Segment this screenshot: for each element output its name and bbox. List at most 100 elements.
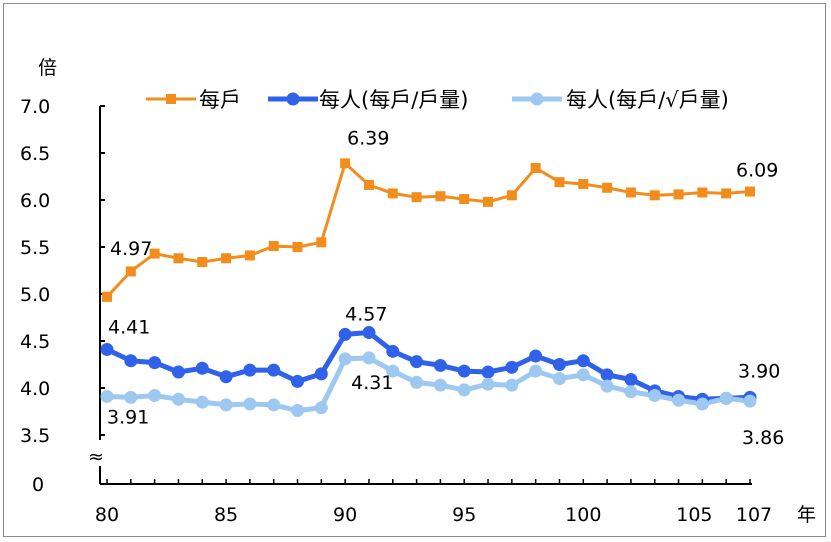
data-label: 4.57: [345, 303, 387, 325]
data-label: 6.09: [736, 160, 778, 182]
data-point-square: [483, 196, 494, 207]
data-point-square: [435, 191, 446, 202]
data-point-square: [673, 189, 684, 200]
data-point-circle: [124, 354, 138, 368]
y-tick-label: 6.0: [20, 190, 50, 212]
data-point-circle: [291, 374, 305, 388]
y-tick-label: 5.0: [20, 284, 50, 306]
data-point-square: [316, 237, 327, 248]
data-point-circle: [600, 368, 614, 382]
data-point-square: [197, 257, 208, 268]
y-axis-label: 倍: [38, 57, 57, 79]
data-point-circle: [600, 379, 614, 393]
data-point-circle: [362, 326, 376, 340]
data-point-square: [102, 291, 112, 302]
series-lines: [105, 161, 751, 414]
chart-text: 7.0 6.5 6.0 5.5 5.0 4.5 4.0 3.5 0 ≈80 85 90 95 100 105…: [20, 57, 816, 526]
data-point-circle: [100, 342, 114, 356]
data-point-square: [625, 187, 636, 198]
data-point-circle: [267, 363, 281, 377]
data-point-circle: [624, 373, 638, 387]
data-point-circle: [219, 370, 233, 384]
legend: 每戶 每人(每戶/戶量) 每人(每戶/√戶量): [146, 88, 729, 112]
y-tick-label: 4.5: [20, 331, 50, 353]
axes: [99, 105, 752, 485]
data-point-circle: [148, 389, 162, 403]
data-point-circle: [338, 327, 352, 341]
data-label: 4.97: [110, 238, 152, 260]
data-point-circle: [433, 358, 447, 372]
data-label: 6.39: [347, 127, 389, 149]
x-tick-label: 80: [95, 504, 119, 526]
chart-frame: [3, 3, 826, 537]
data-point-circle: [243, 397, 257, 411]
data-point-circle: [171, 365, 185, 379]
legend-marker-circle: [530, 92, 544, 106]
data-point-square: [125, 266, 136, 277]
data-point-square: [363, 179, 374, 190]
data-point-square: [411, 192, 422, 203]
data-point-circle: [219, 398, 233, 412]
data-point-square: [149, 248, 160, 259]
y-tick-label: 5.5: [20, 237, 50, 259]
data-point-circle: [719, 391, 733, 405]
x-tick-label: 85: [214, 504, 238, 526]
data-point-square: [387, 188, 398, 199]
data-label: 3.91: [107, 406, 149, 428]
data-point-square: [221, 253, 232, 264]
data-point-circle: [267, 398, 281, 412]
data-point-circle: [148, 356, 162, 370]
x-tick-label: 100: [565, 504, 601, 526]
data-point-circle: [314, 401, 328, 415]
data-point-circle: [195, 395, 209, 409]
series-line-2: [106, 355, 751, 414]
data-point-circle: [624, 385, 638, 399]
data-label: 4.31: [351, 372, 393, 394]
x-tick-label: 107: [736, 504, 772, 526]
data-point-square: [721, 188, 732, 199]
data-point-square: [340, 158, 351, 169]
data-point-circle: [672, 393, 686, 407]
data-point-circle: [362, 351, 376, 365]
data-point-circle: [243, 363, 257, 377]
data-point-square: [530, 163, 541, 174]
data-point-circle: [291, 404, 305, 418]
data-point-circle: [648, 389, 662, 403]
data-point-circle: [529, 349, 543, 363]
data-point-circle: [481, 365, 495, 379]
data-point-square: [578, 179, 589, 190]
y-tick-label: 6.5: [20, 143, 50, 165]
data-point-circle: [338, 352, 352, 366]
data-point-circle: [552, 372, 566, 386]
data-point-circle: [457, 383, 471, 397]
legend-label: 每人(每戶/戶量): [319, 88, 468, 112]
y-tick-label: 0: [32, 474, 44, 496]
legend-marker-square: [166, 94, 176, 104]
data-point-square: [697, 187, 708, 198]
data-point-circle: [505, 378, 519, 392]
data-point-circle: [100, 389, 114, 403]
x-tick-label: 95: [452, 504, 476, 526]
data-point-square: [268, 241, 279, 252]
y-tick-label: 7.0: [20, 96, 50, 118]
series-markers: [100, 158, 757, 418]
y-axis-break-symbol: ≈: [88, 446, 104, 468]
data-point-circle: [433, 378, 447, 392]
data-point-circle: [743, 394, 757, 408]
data-point-circle: [457, 364, 471, 378]
data-point-square: [506, 190, 517, 201]
data-label: 3.90: [738, 360, 780, 382]
data-point-square: [554, 177, 565, 188]
data-point-circle: [410, 355, 424, 369]
y-tick-label: 3.5: [20, 425, 50, 447]
series-line-1: [105, 330, 751, 402]
data-point-square: [244, 250, 255, 261]
data-point-circle: [481, 377, 495, 391]
x-tick-label: 90: [333, 504, 357, 526]
data-point-circle: [410, 375, 424, 389]
data-point-circle: [386, 344, 400, 358]
data-point-square: [459, 194, 470, 205]
data-point-square: [602, 182, 613, 193]
data-point-circle: [505, 360, 519, 374]
data-point-circle: [529, 364, 543, 378]
